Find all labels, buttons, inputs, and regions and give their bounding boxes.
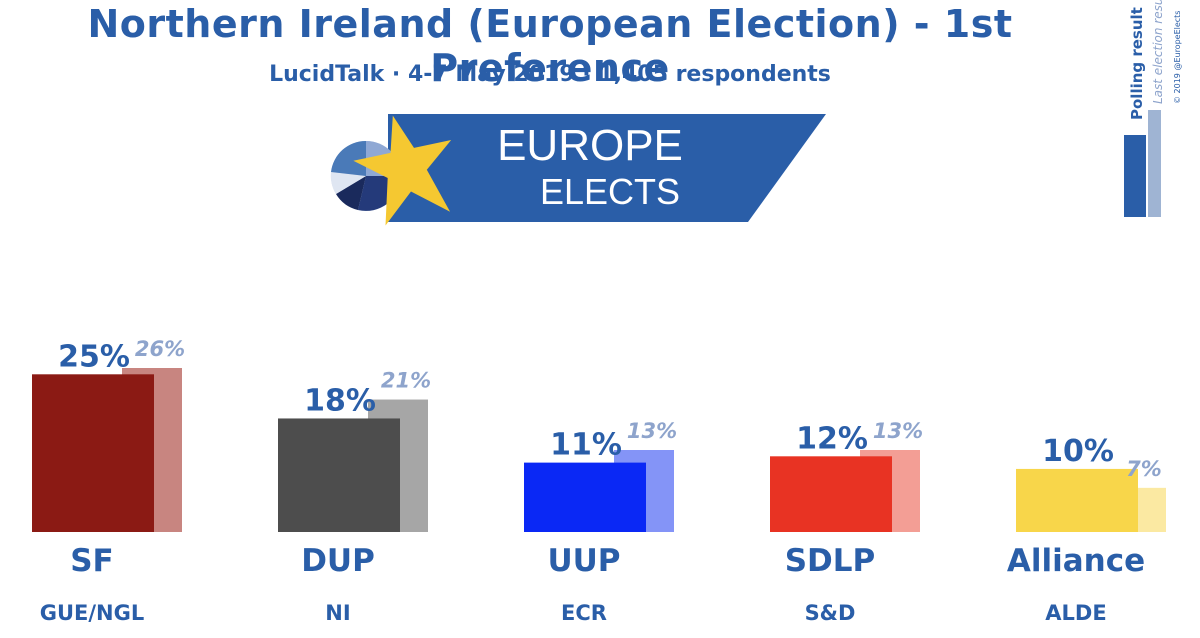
logo-banner (388, 114, 826, 222)
group-label-uup: ECR (561, 601, 607, 625)
group-label-alliance: ALDE (1045, 601, 1106, 625)
value-label-alliance: 10% (1042, 434, 1114, 469)
logo-text-elects: ELECTS (540, 171, 680, 212)
chart-subtitle: LucidTalk · 4-7 May 2019 · 1,405 respond… (269, 62, 831, 87)
logo-star-icon (353, 115, 452, 226)
legend-swatch-polling (1124, 135, 1146, 217)
previous-label-uup: 13% (627, 419, 677, 443)
bar-polling-sdlp (770, 456, 892, 532)
category-label-sf: SF (70, 543, 114, 579)
previous-label-alliance: 7% (1126, 457, 1162, 481)
bar-polling-alliance (1016, 468, 1138, 532)
value-label-uup: 11% (550, 428, 622, 463)
bar-polling-sf (32, 374, 154, 532)
chart-title: Northern Ireland (European Election) - 1… (87, 2, 1013, 90)
logo-text-europe: EUROPE (497, 121, 683, 170)
legend: Polling result Last election result © 20… (1124, 0, 1182, 217)
legend-label-last: Last election result (1151, 0, 1165, 104)
group-label-sdlp: S&D (805, 601, 856, 625)
value-label-dup: 18% (304, 383, 376, 418)
legend-credit: © 2019 @EuropeElects (1173, 11, 1182, 104)
legend-swatch-last (1148, 110, 1161, 217)
europe-elects-logo: EUROPE ELECTS (330, 114, 826, 226)
value-label-sf: 25% (58, 339, 130, 374)
legend-label-polling: Polling result (1128, 7, 1146, 120)
bar-polling-uup (524, 462, 646, 532)
category-label-uup: UUP (547, 543, 620, 579)
category-label-sdlp: SDLP (785, 543, 876, 579)
category-label-alliance: Alliance (1007, 543, 1145, 579)
group-label-sf: GUE/NGL (40, 601, 145, 625)
bar-polling-dup (278, 418, 400, 532)
group-label-dup: NI (325, 601, 350, 625)
category-label-dup: DUP (301, 543, 375, 579)
previous-label-sf: 26% (135, 337, 185, 361)
previous-label-sdlp: 13% (873, 419, 923, 443)
value-label-sdlp: 12% (796, 421, 868, 456)
previous-label-dup: 21% (381, 369, 431, 393)
